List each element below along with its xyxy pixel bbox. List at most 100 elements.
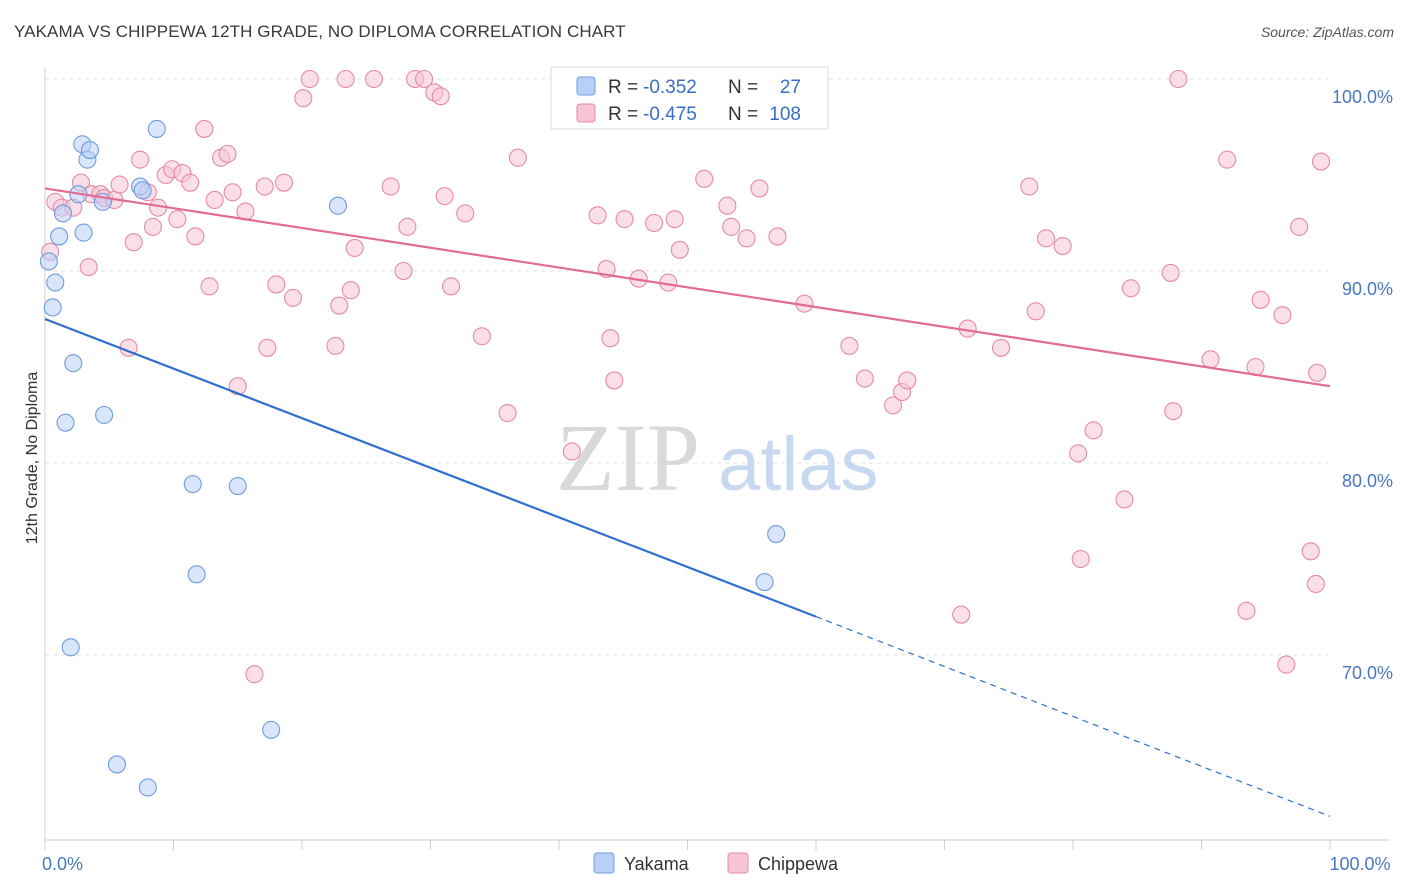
point-chippewa (645, 213, 664, 233)
point-chippewa (1201, 350, 1220, 369)
x-tick-label: 0.0% (42, 854, 83, 874)
point-chippewa (394, 261, 413, 281)
point-chippewa (381, 177, 400, 196)
watermark-atlas: atlas (718, 422, 879, 507)
point-chippewa (336, 69, 355, 89)
point-yakama (56, 413, 75, 432)
point-chippewa (670, 240, 689, 259)
point-yakama (183, 475, 202, 494)
point-chippewa (341, 281, 360, 300)
point-chippewa (718, 196, 737, 215)
trend-line-yakama (44, 317, 817, 618)
point-chippewa (1115, 490, 1134, 509)
point-yakama (53, 204, 73, 223)
point-chippewa (1053, 236, 1072, 256)
point-yakama (61, 638, 80, 657)
point-chippewa (431, 87, 450, 106)
point-chippewa (442, 277, 461, 296)
point-chippewa (508, 148, 527, 167)
point-chippewa (330, 296, 349, 315)
point-chippewa (267, 275, 286, 294)
point-chippewa (615, 210, 634, 229)
point-chippewa (294, 89, 313, 108)
point-chippewa (588, 206, 607, 225)
point-chippewa (1218, 150, 1237, 169)
point-yakama (43, 298, 62, 317)
point-chippewa (1277, 655, 1296, 674)
point-yakama (262, 720, 281, 739)
point-yakama (39, 252, 58, 271)
legend-r-label-chippewa: R = (608, 104, 638, 125)
point-yakama (133, 181, 152, 200)
point-chippewa (898, 371, 917, 390)
point-yakama (107, 755, 127, 774)
point-chippewa (750, 179, 769, 198)
watermark: ZIP atlas (556, 404, 879, 511)
source-label: Source: ZipAtlas.com (1260, 24, 1394, 40)
points-yakama (39, 119, 786, 797)
point-chippewa (200, 277, 219, 296)
y-tick-labels: 100.0% 90.0% 80.0% 70.0% (1332, 87, 1393, 683)
point-chippewa (737, 229, 756, 248)
point-chippewa (472, 327, 491, 346)
y-axis-label: 12th Grade, No Diploma (24, 372, 41, 545)
point-chippewa (186, 227, 205, 246)
point-chippewa (398, 217, 417, 236)
point-chippewa (840, 336, 859, 355)
point-chippewa (1301, 542, 1320, 561)
point-chippewa (1308, 363, 1327, 382)
point-yakama (147, 119, 166, 138)
bottom-legend-label-yakama: Yakama (624, 854, 690, 874)
point-yakama (46, 273, 65, 292)
trend-line-extension-yakama (815, 616, 1331, 817)
point-chippewa (1251, 290, 1270, 309)
point-chippewa (1161, 263, 1180, 282)
point-yakama (228, 476, 247, 496)
point-chippewa (345, 238, 364, 258)
point-chippewa (1169, 69, 1188, 89)
point-chippewa (1020, 177, 1039, 196)
x-tick-labels: 0.0% 100.0% (42, 854, 1391, 874)
point-chippewa (991, 338, 1011, 357)
point-chippewa (258, 338, 277, 357)
point-chippewa (195, 119, 214, 138)
point-chippewa (768, 227, 787, 246)
point-chippewa (1290, 217, 1309, 236)
point-chippewa (855, 369, 874, 388)
point-chippewa (218, 144, 237, 163)
point-chippewa (223, 183, 242, 202)
axes (44, 68, 1390, 841)
point-chippewa (205, 190, 224, 210)
point-chippewa (415, 69, 434, 89)
point-chippewa (326, 336, 345, 355)
y-tick-label: 80.0% (1342, 471, 1393, 491)
point-chippewa (110, 175, 129, 194)
point-chippewa (228, 377, 247, 396)
point-chippewa (79, 258, 98, 277)
point-chippewa (695, 169, 714, 188)
point-chippewa (1273, 306, 1292, 325)
point-chippewa (1026, 302, 1045, 321)
point-yakama (80, 140, 100, 160)
legend-swatch-yakama (576, 76, 596, 96)
point-yakama (755, 572, 774, 592)
x-ticks (44, 840, 1331, 850)
legend-n-label-chippewa: N = (728, 104, 758, 125)
bottom-legend-swatch-chippewa (727, 852, 749, 874)
point-chippewa (952, 605, 971, 624)
point-chippewa (722, 217, 741, 236)
point-chippewa (605, 371, 624, 390)
y-tick-label: 100.0% (1332, 87, 1393, 107)
y-tick-label: 70.0% (1342, 663, 1393, 683)
point-yakama (74, 223, 93, 242)
point-chippewa (300, 69, 319, 89)
point-yakama (95, 405, 114, 425)
point-chippewa (1306, 574, 1325, 594)
point-chippewa (283, 288, 303, 307)
point-chippewa (143, 217, 162, 236)
x-tick-label: 100.0% (1329, 854, 1390, 874)
point-chippewa (1311, 152, 1331, 171)
point-chippewa (168, 210, 187, 229)
point-yakama (187, 565, 206, 584)
